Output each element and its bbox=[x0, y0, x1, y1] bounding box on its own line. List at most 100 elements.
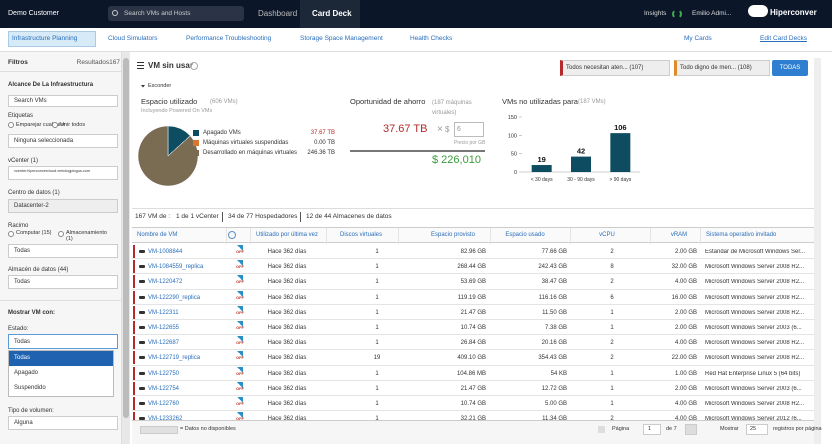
off-badge: OFF bbox=[236, 326, 244, 330]
radio[interactable] bbox=[52, 122, 58, 128]
dropdown-option[interactable]: Suspendido bbox=[14, 385, 46, 391]
nav-tab[interactable]: Performance Troubleshooting bbox=[186, 36, 271, 43]
hide-toggle[interactable]: Esconder bbox=[148, 84, 171, 90]
dropdown-option[interactable]: Todas bbox=[14, 355, 30, 361]
cell: Red Hat Enterprise Linux 5 (64 bits) bbox=[705, 371, 813, 377]
vm-name-link[interactable]: VM-122760 bbox=[148, 401, 179, 407]
cell: 409.10 GB bbox=[416, 355, 486, 361]
datastore-select-text: Todas bbox=[14, 279, 30, 285]
dropdown-option[interactable]: Apagado bbox=[14, 370, 38, 376]
column-header[interactable]: Nombre de VM bbox=[137, 232, 177, 238]
x-tick-label: < 30 days bbox=[531, 177, 553, 183]
per-page-label: registros por página bbox=[773, 427, 822, 433]
label: Centro de datos (1) bbox=[8, 190, 60, 196]
nav-tab[interactable]: Infrastructure Planning bbox=[12, 36, 77, 43]
y-tick-label: 150 bbox=[508, 115, 517, 121]
column-header[interactable]: Espacio usado bbox=[485, 232, 565, 238]
column-header[interactable]: Espacio provisto bbox=[413, 232, 493, 238]
vm-name-link[interactable]: VM-122290_replica bbox=[148, 295, 200, 301]
page-total: de 7 bbox=[666, 427, 677, 433]
bar-value-label: 19 bbox=[537, 155, 545, 164]
off-badge: OFF bbox=[236, 296, 244, 300]
signal-icon bbox=[672, 9, 682, 19]
vcenter-select-text: vcenter.hiperconvercloud.vmtologplogos.c… bbox=[14, 170, 90, 174]
legend-label: Apagado VMs bbox=[203, 130, 241, 136]
page-select[interactable] bbox=[643, 424, 661, 435]
main-scrollbar bbox=[814, 58, 821, 444]
my-cards[interactable]: My Cards bbox=[684, 36, 712, 43]
radio[interactable] bbox=[8, 122, 14, 128]
cell: 16.00 GB bbox=[627, 295, 697, 301]
savings-size: 37.67 TB bbox=[383, 124, 427, 135]
settings-icon[interactable] bbox=[228, 231, 236, 239]
vm-icon bbox=[139, 250, 145, 253]
divider bbox=[0, 71, 122, 72]
cell: 1 bbox=[342, 249, 412, 255]
off-badge: OFF bbox=[236, 280, 244, 284]
cell: 21.47 GB bbox=[416, 386, 486, 392]
cell: 1 bbox=[342, 386, 412, 392]
tab[interactable]: Dashboard bbox=[258, 10, 297, 18]
off-badge: OFF bbox=[236, 311, 244, 315]
row-status-bar bbox=[133, 382, 135, 395]
logo-text: Hiperconver bbox=[770, 9, 817, 17]
prev-button[interactable] bbox=[598, 426, 605, 433]
vm-name-link[interactable]: VM-122754 bbox=[148, 386, 179, 392]
vm-name-link[interactable]: VM-122655 bbox=[148, 325, 179, 331]
vm-name-link[interactable]: VM-1220472 bbox=[148, 279, 182, 285]
nav-tab[interactable]: Health Checks bbox=[410, 36, 452, 43]
tab-active[interactable]: Card Deck bbox=[312, 10, 352, 18]
nav-tab[interactable]: Storage Space Management bbox=[300, 36, 383, 43]
cell: 20.16 GB bbox=[497, 340, 567, 346]
cell: Microsoft Windows Server 2008 R2... bbox=[705, 295, 813, 301]
cell: Microsoft Windows Server 2008 R2... bbox=[705, 340, 813, 346]
vm-name-link[interactable]: VM-122719_replica bbox=[148, 355, 200, 361]
cell: 77.66 GB bbox=[497, 249, 567, 255]
insights-link[interactable]: Insights bbox=[644, 11, 666, 18]
cell: 53.69 GB bbox=[416, 279, 486, 285]
row-status-bar bbox=[133, 367, 135, 380]
column-header[interactable]: Utilizado por última vez bbox=[247, 232, 327, 238]
bar bbox=[571, 157, 591, 172]
radio-label: Computar (15) bbox=[16, 231, 60, 237]
scroll-thumb bbox=[123, 58, 129, 418]
column-header[interactable]: Sistema operativo invitado bbox=[706, 232, 776, 238]
cell: 2.00 GB bbox=[627, 249, 697, 255]
cell: Microsoft Windows Server 2008 R2... bbox=[705, 401, 813, 407]
cell: 21.47 GB bbox=[416, 310, 486, 316]
cell: 1 bbox=[342, 279, 412, 285]
column-header[interactable]: Discos virtuales bbox=[321, 232, 401, 238]
vm-name-link[interactable]: VM-122311 bbox=[148, 310, 179, 316]
chart-title: VMs no utilizadas para bbox=[502, 98, 578, 106]
vm-name-link[interactable]: VM-1008844 bbox=[148, 249, 182, 255]
cell: Hace 362 días bbox=[252, 401, 322, 407]
next-button[interactable] bbox=[685, 424, 697, 435]
x-tick-label: 30 - 90 days bbox=[567, 177, 595, 183]
y-tick-label: 0 bbox=[514, 170, 517, 176]
cluster-select-text: Todas bbox=[14, 248, 30, 254]
vm-name-link[interactable]: VM-1084559_replica bbox=[148, 264, 203, 270]
cell: Hace 362 días bbox=[252, 249, 322, 255]
panel-count: (606 VMs) bbox=[210, 99, 238, 105]
legend-swatch bbox=[193, 150, 199, 156]
nav-tab[interactable]: Cloud Simulators bbox=[108, 36, 158, 43]
cell: 119.19 GB bbox=[416, 295, 486, 301]
column-header[interactable]: vCPU bbox=[567, 232, 647, 238]
cell: 268.44 GB bbox=[416, 264, 486, 270]
user-menu[interactable]: Emilio Admi... bbox=[692, 11, 731, 18]
cell: 1 bbox=[342, 295, 412, 301]
vm-name-link[interactable]: VM-122687 bbox=[148, 340, 179, 346]
off-badge: OFF bbox=[236, 372, 244, 376]
radio[interactable] bbox=[8, 231, 14, 237]
off-badge: OFF bbox=[236, 250, 244, 254]
radio[interactable] bbox=[58, 231, 64, 237]
radio-label: Almacenamiento (1) bbox=[66, 231, 110, 242]
cell: 7.38 GB bbox=[497, 325, 567, 331]
legend-value: 0.00 TB bbox=[285, 140, 335, 146]
cell: 4.00 GB bbox=[627, 401, 697, 407]
edit-decks[interactable]: Edit Card Decks bbox=[760, 36, 807, 43]
summary-item: 1 de 1 vCenter bbox=[176, 214, 219, 221]
cell: Hace 362 días bbox=[252, 386, 322, 392]
cell: Hace 362 días bbox=[252, 371, 322, 377]
vm-name-link[interactable]: VM-122750 bbox=[148, 371, 179, 377]
